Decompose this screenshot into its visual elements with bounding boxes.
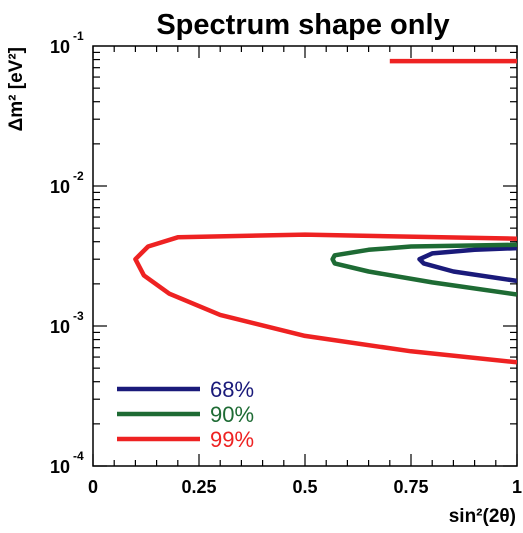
axis-tick-labels: 0 0.25 0.5 0.75 110-410-310-210-1 — [50, 29, 522, 497]
x-tick-label: 0.25 — [181, 477, 216, 497]
y-tick-exponent: -1 — [73, 29, 84, 43]
legend-label: 99% — [210, 427, 254, 452]
legend: 68%90%99% — [117, 377, 254, 452]
y-tick-label: 10 — [50, 317, 70, 337]
x-tick-label: 0.5 — [292, 477, 317, 497]
x-tick-label: 0 — [88, 477, 98, 497]
plot-frame — [92, 45, 518, 467]
x-tick-label: 1 — [512, 477, 522, 497]
contour-99-line — [133, 232, 517, 365]
contour-90-line — [330, 242, 517, 297]
legend-label: 68% — [210, 377, 254, 402]
y-tick-label: 10 — [50, 457, 70, 477]
x-axis-label: sin²(2θ) — [449, 506, 516, 527]
y-tick-exponent: -4 — [73, 449, 84, 463]
y-tick-label: 10 — [50, 177, 70, 197]
legend-label: 90% — [210, 402, 254, 427]
chart-title: Spectrum shape only — [156, 9, 449, 41]
contour-group — [133, 58, 517, 365]
y-axis-label: Δm² [eV²] — [6, 47, 27, 131]
y-tick-exponent: -2 — [73, 169, 84, 183]
y-tick-exponent: -3 — [73, 309, 84, 323]
contour-68-line — [417, 245, 517, 284]
plot-area — [133, 58, 517, 365]
x-tick-label: 0.75 — [393, 477, 428, 497]
axis-ticks — [92, 46, 518, 467]
y-tick-label: 10 — [50, 37, 70, 57]
